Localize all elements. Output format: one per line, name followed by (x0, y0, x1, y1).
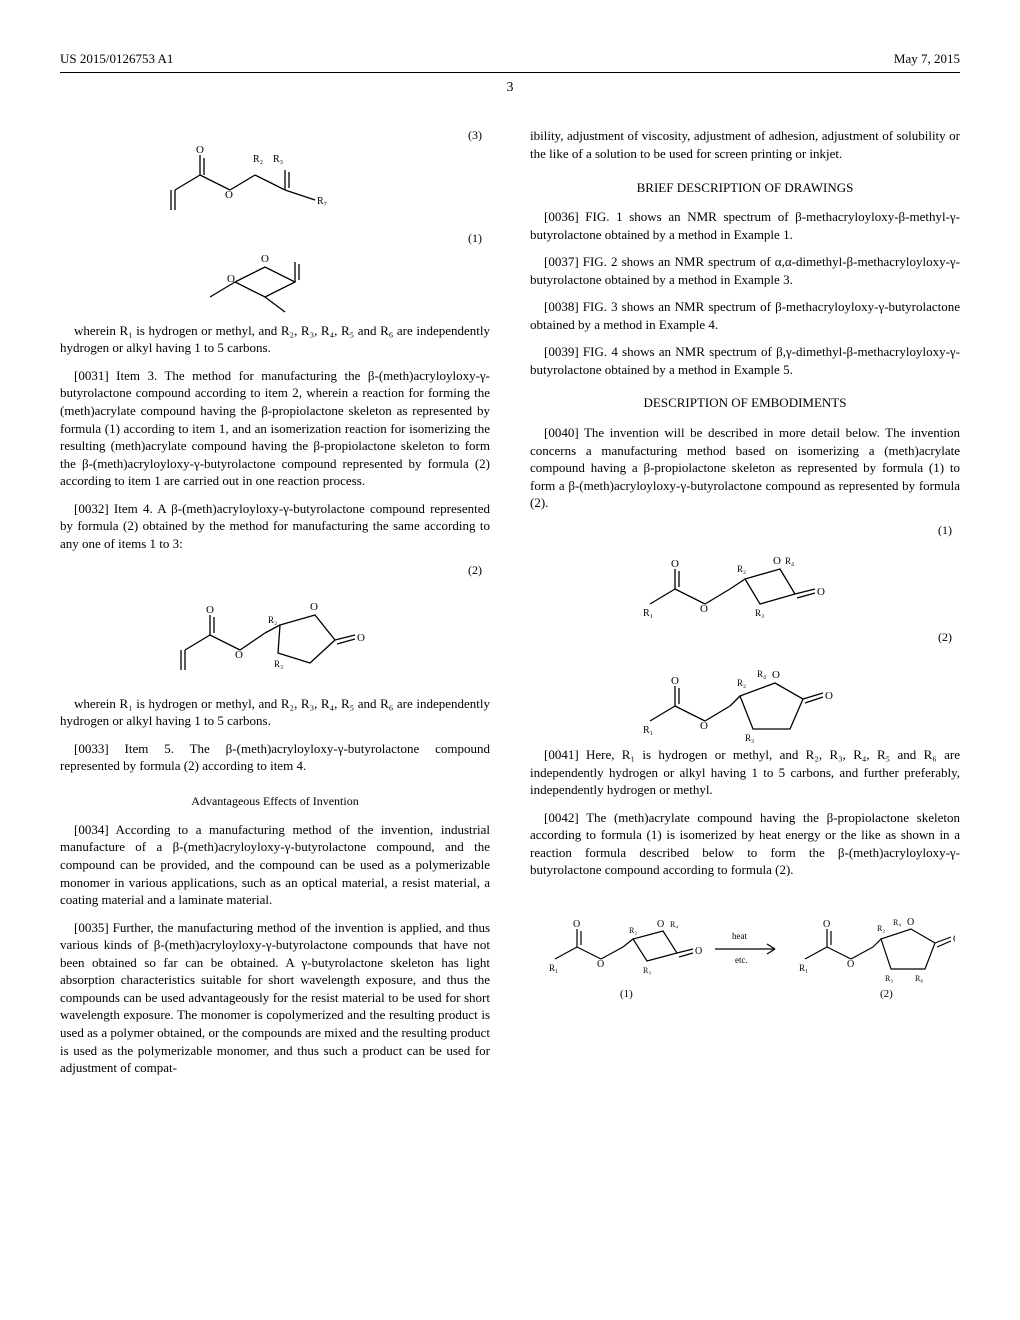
svg-text:R₁: R₁ (799, 963, 808, 973)
description-embodiments-header: DESCRIPTION OF EMBODIMENTS (530, 394, 960, 412)
publication-date: May 7, 2015 (894, 50, 960, 68)
para-0033: [0033] Item 5. The β-(meth)acryloyloxy-γ… (60, 740, 490, 775)
svg-text:O: O (847, 959, 854, 970)
svg-text:R₂: R₂ (629, 926, 637, 935)
svg-text:O: O (261, 253, 269, 265)
svg-text:(2): (2) (880, 988, 893, 1000)
svg-text:R₂: R₂ (737, 678, 746, 688)
svg-text:O: O (907, 917, 914, 928)
para-0040: [0040] The invention will be described i… (530, 424, 960, 512)
para-0042: [0042] The (meth)acrylate compound havin… (530, 809, 960, 879)
svg-text:R₁: R₁ (643, 608, 653, 619)
svg-text:R₂: R₂ (268, 615, 277, 625)
brief-description-header: BRIEF DESCRIPTION OF DRAWINGS (530, 179, 960, 197)
svg-text:R₇: R₇ (317, 196, 327, 207)
svg-text:R₃: R₃ (745, 733, 754, 743)
svg-text:R₄: R₄ (757, 669, 766, 679)
two-column-body: (3) O O R₂ R₃ R₇ (1) (60, 127, 960, 1086)
svg-text:O: O (772, 669, 780, 681)
svg-text:O: O (700, 720, 708, 732)
left-column: (3) O O R₂ R₃ R₇ (1) (60, 127, 490, 1086)
svg-text:R₃: R₃ (273, 154, 283, 165)
svg-text:R₃: R₃ (885, 974, 893, 983)
svg-text:R₂: R₂ (877, 924, 885, 933)
svg-text:O: O (310, 601, 318, 613)
svg-text:O: O (227, 273, 235, 285)
chem-structure-formula2-right: R₁ O O O O R₂ R₃ R₄ (625, 641, 865, 746)
para-0041: [0041] Here, R₁ is hydrogen or methyl, a… (530, 746, 960, 799)
para-0035: [0035] Further, the manufacturing method… (60, 919, 490, 1077)
svg-text:(1): (1) (620, 988, 633, 1000)
svg-text:R₃: R₃ (643, 966, 651, 975)
page-number: 3 (60, 79, 960, 98)
svg-text:R₁: R₁ (643, 725, 653, 736)
svg-text:O: O (671, 675, 679, 687)
right-column: ibility, adjustment of viscosity, adjust… (530, 127, 960, 1086)
patent-number: US 2015/0126753 A1 (60, 50, 173, 68)
page-header: US 2015/0126753 A1 May 7, 2015 (60, 50, 960, 73)
para-0037: [0037] FIG. 2 shows an NMR spectrum of α… (530, 253, 960, 288)
svg-text:O: O (695, 946, 702, 957)
advantages-header: Advantageous Effects of Invention (60, 793, 490, 809)
svg-text:O: O (225, 189, 233, 201)
svg-text:O: O (206, 604, 214, 616)
svg-text:O: O (825, 690, 833, 702)
svg-text:etc.: etc. (735, 955, 748, 965)
svg-text:R₃: R₃ (274, 659, 283, 669)
para-0031: [0031] Item 3. The method for manufactur… (60, 367, 490, 490)
svg-text:R₄: R₄ (893, 918, 901, 927)
svg-text:R₆: R₆ (915, 974, 923, 983)
svg-text:heat: heat (732, 931, 747, 941)
para-0038: [0038] FIG. 3 shows an NMR spectrum of β… (530, 298, 960, 333)
svg-text:O: O (657, 919, 664, 930)
svg-text:O: O (573, 919, 580, 930)
svg-text:R₄: R₄ (785, 556, 794, 566)
svg-text:O: O (953, 934, 955, 945)
svg-text:O: O (597, 959, 604, 970)
chem-structure-formula3: O O R₂ R₃ R₇ (155, 140, 395, 230)
para-0034: [0034] According to a manufacturing meth… (60, 821, 490, 909)
svg-text:O: O (773, 555, 781, 567)
para-0036: [0036] FIG. 1 shows an NMR spectrum of β… (530, 208, 960, 243)
para-wherein-2: wherein R₁ is hydrogen or methyl, and R₂… (60, 695, 490, 730)
para-0032: [0032] Item 4. A β-(meth)acryloyloxy-γ-b… (60, 500, 490, 553)
svg-text:O: O (235, 649, 243, 661)
para-wherein-1: wherein R₁ is hydrogen or methyl, and R₂… (60, 322, 490, 357)
chem-structure-formula2-left: O O O O R₂ R₃ (160, 575, 390, 695)
svg-text:O: O (357, 632, 365, 644)
svg-text:R₁: R₁ (549, 963, 558, 973)
chem-structure-formula1-right: R₁ O O O O R₂ R₃ R₄ (625, 534, 865, 629)
svg-text:O: O (817, 586, 825, 598)
svg-text:R₂: R₂ (737, 564, 746, 574)
svg-text:R₄: R₄ (670, 920, 678, 929)
svg-text:R₃: R₃ (755, 608, 764, 618)
svg-text:O: O (196, 144, 204, 156)
para-0039: [0039] FIG. 4 shows an NMR spectrum of β… (530, 343, 960, 378)
chem-structure-formula1-left: O O (175, 242, 375, 322)
svg-text:R₂: R₂ (253, 154, 263, 165)
svg-text:O: O (671, 558, 679, 570)
svg-text:O: O (823, 919, 830, 930)
para-continued: ibility, adjustment of viscosity, adjust… (530, 127, 960, 162)
svg-text:O: O (700, 603, 708, 615)
chem-reaction-scheme: R₁ O O O O R₂ R₃ R₄ (1) heat etc. (535, 889, 955, 1019)
